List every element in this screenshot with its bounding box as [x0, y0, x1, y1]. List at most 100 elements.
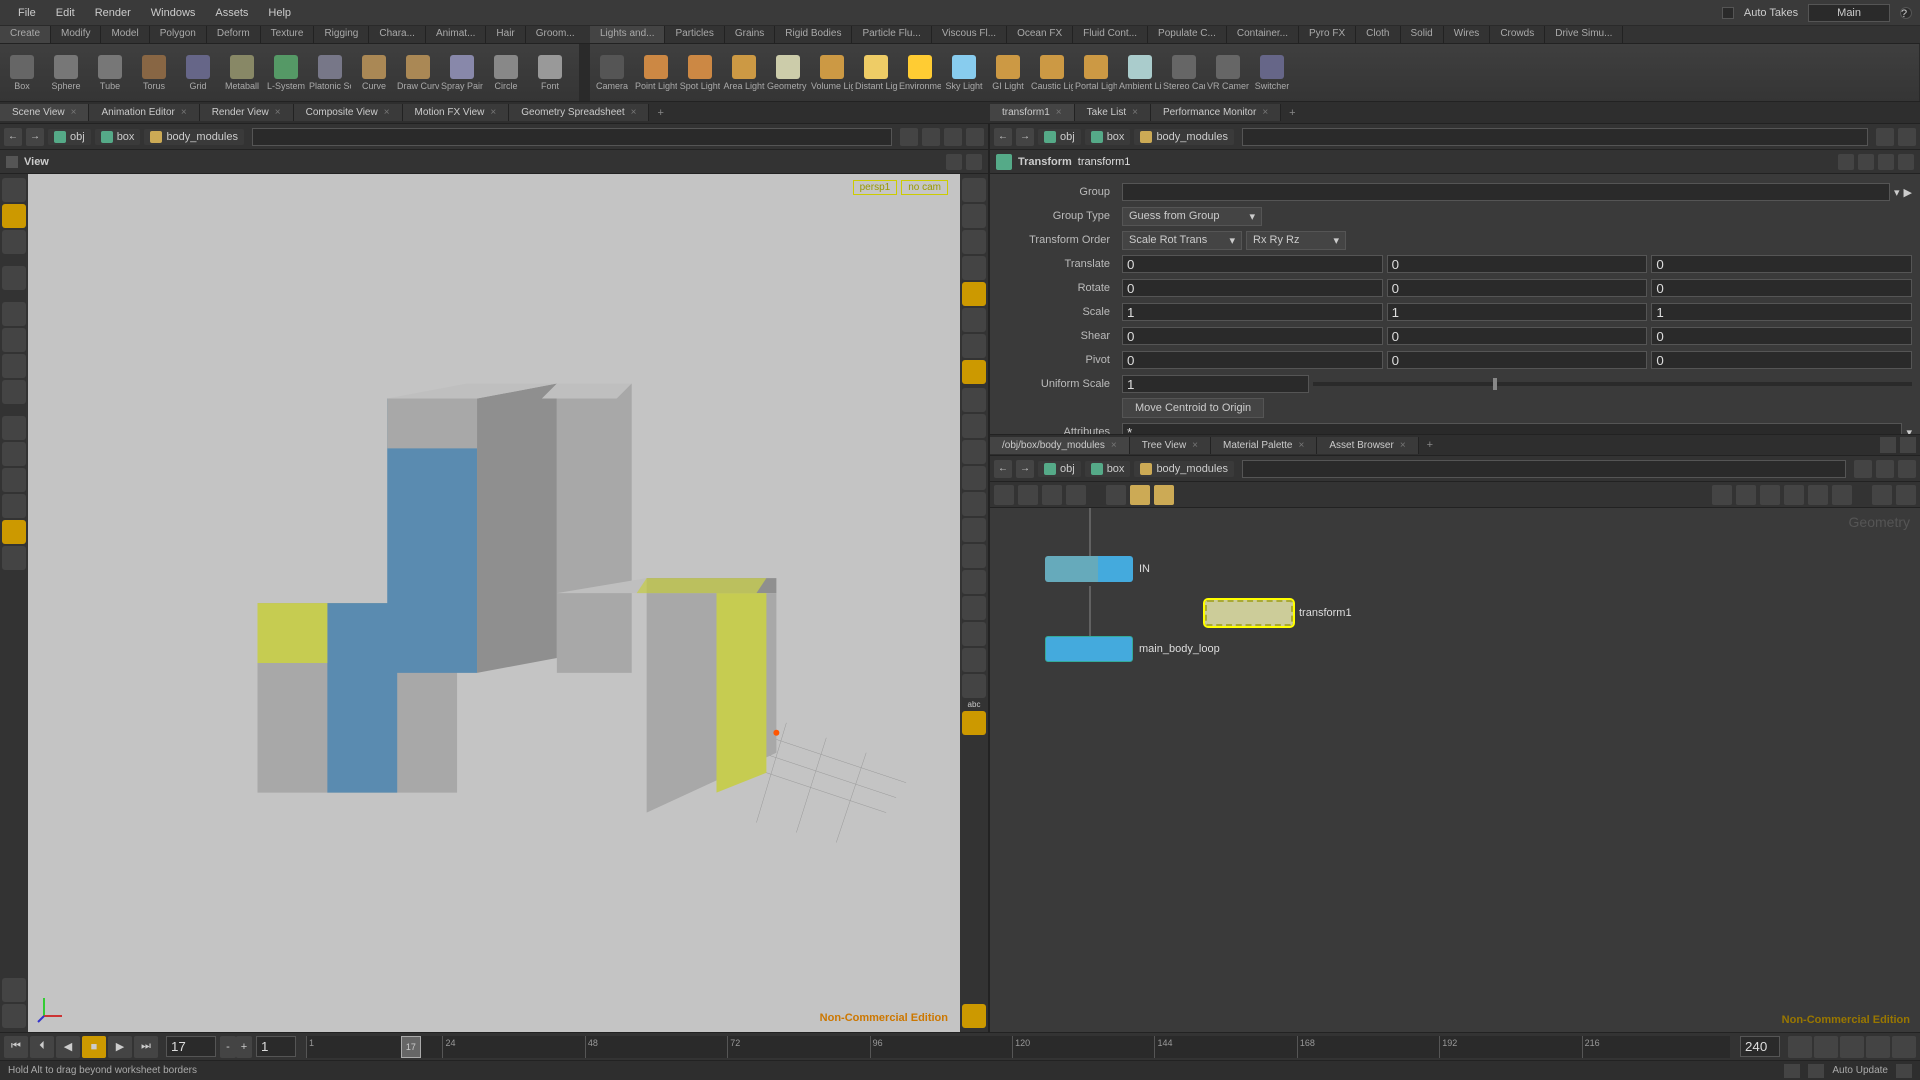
shelf-tab-texture[interactable]: Texture — [261, 26, 315, 43]
lower-icon-2[interactable] — [1900, 437, 1916, 453]
node-path-box[interactable]: box — [1085, 461, 1131, 477]
rtool-abc[interactable]: abc — [962, 700, 986, 709]
menu-edit[interactable]: Edit — [46, 3, 85, 23]
param-nav-back[interactable]: ← — [994, 128, 1012, 146]
shelf-tab-groom[interactable]: Groom... — [526, 26, 580, 43]
rtool-19[interactable] — [962, 648, 986, 672]
rtool-6[interactable] — [962, 308, 986, 332]
ntb-zoom[interactable] — [1872, 485, 1892, 505]
tab-performancemonitor[interactable]: Performance Monitor× — [1151, 104, 1281, 121]
shelf-distantlight[interactable]: Distant Light — [854, 44, 898, 101]
shelf-tab-viscousfl[interactable]: Viscous Fl... — [932, 26, 1007, 43]
start-frame-field[interactable] — [256, 1036, 296, 1057]
node-nav-back[interactable]: ← — [994, 460, 1012, 478]
ntb-4[interactable] — [1066, 485, 1086, 505]
shelf-box[interactable]: Box — [0, 44, 44, 101]
shelf-tab-particleflu[interactable]: Particle Flu... — [852, 26, 931, 43]
node-graph[interactable]: Geometry IN main_body_loop transform1 No… — [990, 508, 1920, 1032]
end-frame-field[interactable] — [1740, 1036, 1780, 1057]
rtool-14[interactable] — [962, 518, 986, 542]
path-box[interactable]: box — [95, 129, 141, 145]
shelf-volumelight[interactable]: Volume Light — [810, 44, 854, 101]
tl-opt-1[interactable] — [1788, 1036, 1812, 1058]
param-path-body-modules[interactable]: body_modules — [1134, 129, 1234, 145]
menu-file[interactable]: File — [8, 3, 46, 23]
ntb-r2[interactable] — [1736, 485, 1756, 505]
link-icon[interactable] — [922, 128, 940, 146]
node-nav-fwd[interactable]: → — [1016, 460, 1034, 478]
shelf-tab-chara[interactable]: Chara... — [369, 26, 426, 43]
rtool-7[interactable] — [962, 334, 986, 358]
tool-1[interactable] — [2, 302, 26, 326]
shelf-stereocam[interactable]: Stereo Cam. — [1162, 44, 1206, 101]
shelf-portallight[interactable]: Portal Light — [1074, 44, 1118, 101]
scale-x[interactable] — [1122, 303, 1383, 321]
tab-transform1[interactable]: transform1× — [990, 104, 1075, 121]
shelf-environmen[interactable]: Environmen. — [898, 44, 942, 101]
param-icon-2[interactable] — [1858, 154, 1874, 170]
frame-dec[interactable]: - — [220, 1036, 236, 1058]
node-find-icon[interactable] — [1876, 460, 1894, 478]
ntb-1[interactable] — [994, 485, 1014, 505]
rtool-3[interactable] — [962, 230, 986, 254]
tab-geometryspreadsheet[interactable]: Geometry Spreadsheet× — [509, 104, 649, 121]
auto-takes-checkbox[interactable] — [1722, 7, 1734, 19]
tool-bottom-2[interactable] — [2, 1004, 26, 1028]
shelf-drawcurve[interactable]: Draw Curve — [396, 44, 440, 101]
shelf-tab-oceanfx[interactable]: Ocean FX — [1007, 26, 1073, 43]
rtool-1[interactable] — [962, 178, 986, 202]
view-layout-icon[interactable] — [946, 154, 962, 170]
view-help-icon[interactable] — [966, 154, 982, 170]
uniform-scale-slider[interactable] — [1313, 382, 1912, 386]
menu-assets[interactable]: Assets — [205, 3, 258, 23]
shelf-causticlight[interactable]: Caustic Light — [1030, 44, 1074, 101]
tab-objboxbody_modules[interactable]: /obj/box/body_modules× — [990, 437, 1130, 454]
path-obj[interactable]: obj — [48, 129, 91, 145]
shelf-tab-particles[interactable]: Particles — [665, 26, 724, 43]
display-icon[interactable] — [944, 128, 962, 146]
nav-back[interactable]: ← — [4, 128, 22, 146]
shelf-tab-model[interactable]: Model — [101, 26, 149, 43]
move-centroid-button[interactable]: Move Centroid to Origin — [1122, 398, 1264, 418]
tool-5[interactable] — [2, 416, 26, 440]
param-nav-fwd[interactable]: → — [1016, 128, 1034, 146]
menu-help[interactable]: Help — [258, 3, 301, 23]
group-field[interactable] — [1122, 183, 1890, 201]
take-dropdown[interactable]: Main — [1808, 4, 1890, 22]
shelf-tab-hair[interactable]: Hair — [486, 26, 525, 43]
ntb-2[interactable] — [1018, 485, 1038, 505]
shelf-tab-populatec[interactable]: Populate C... — [1148, 26, 1227, 43]
uniform-scale-field[interactable] — [1122, 375, 1309, 393]
tool-6[interactable] — [2, 442, 26, 466]
viewport-3d[interactable]: persp1 no cam — [28, 174, 960, 1032]
ntb-7[interactable] — [1154, 485, 1174, 505]
rotate-y[interactable] — [1387, 279, 1648, 297]
tab-animationeditor[interactable]: Animation Editor× — [89, 104, 199, 121]
tl-opt-4[interactable] — [1866, 1036, 1890, 1058]
gear-icon[interactable] — [1838, 154, 1854, 170]
rtool-18[interactable] — [962, 622, 986, 646]
rotate-order-dropdown[interactable]: Rx Ry Rz▾ — [1246, 231, 1346, 250]
shelf-ambientlig[interactable]: Ambient Lig. — [1118, 44, 1162, 101]
param-path-obj[interactable]: obj — [1038, 129, 1081, 145]
path-body-modules[interactable]: body_modules — [144, 129, 244, 145]
status-icon-1[interactable] — [1784, 1064, 1800, 1078]
shelf-tab-modify[interactable]: Modify — [51, 26, 101, 43]
arrow-tool[interactable] — [2, 266, 26, 290]
shear-y[interactable] — [1387, 327, 1648, 345]
auto-update-label[interactable]: Auto Update — [1832, 1065, 1888, 1076]
shelf-curve[interactable]: Curve — [352, 44, 396, 101]
shelf-torus[interactable]: Torus — [132, 44, 176, 101]
group-type-dropdown[interactable]: Guess from Group▾ — [1122, 207, 1262, 226]
rtool-10[interactable] — [962, 414, 986, 438]
shelf-vrcamera[interactable]: VR Camera — [1206, 44, 1250, 101]
node-in[interactable]: IN — [1045, 556, 1150, 582]
tl-opt-2[interactable] — [1814, 1036, 1838, 1058]
translate-y[interactable] — [1387, 255, 1648, 273]
translate-z[interactable] — [1651, 255, 1912, 273]
rtool-11[interactable] — [962, 440, 986, 464]
ntb-6[interactable] — [1130, 485, 1150, 505]
frame-inc[interactable]: + — [236, 1036, 252, 1058]
attributes-menu-icon[interactable]: ▾ — [1906, 426, 1912, 435]
play-button[interactable]: ▶ — [108, 1036, 132, 1058]
